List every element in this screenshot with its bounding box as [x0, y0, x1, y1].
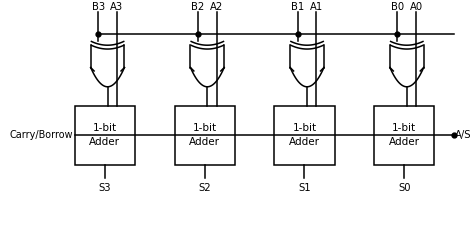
Text: A1: A1	[310, 3, 323, 12]
Text: 1-bit
Adder: 1-bit Adder	[189, 123, 220, 147]
Text: A3: A3	[110, 3, 123, 12]
Text: S1: S1	[298, 183, 311, 193]
Bar	[274, 106, 335, 165]
Text: 1-bit
Adder: 1-bit Adder	[389, 123, 419, 147]
Text: B1: B1	[291, 3, 304, 12]
Text: 1-bit
Adder: 1-bit Adder	[90, 123, 120, 147]
Bar	[174, 106, 235, 165]
Text: Carry/Borrow: Carry/Borrow	[9, 130, 73, 140]
Text: B0: B0	[391, 3, 404, 12]
Text: A2: A2	[210, 3, 223, 12]
Text: 1-bit
Adder: 1-bit Adder	[289, 123, 320, 147]
Text: A0: A0	[410, 3, 423, 12]
Bar	[75, 106, 135, 165]
Bar	[374, 106, 434, 165]
Text: S3: S3	[99, 183, 111, 193]
Text: A/S: A/S	[455, 130, 471, 140]
Text: B3: B3	[91, 3, 105, 12]
Text: B2: B2	[191, 3, 205, 12]
Text: S2: S2	[198, 183, 211, 193]
Text: S0: S0	[398, 183, 410, 193]
